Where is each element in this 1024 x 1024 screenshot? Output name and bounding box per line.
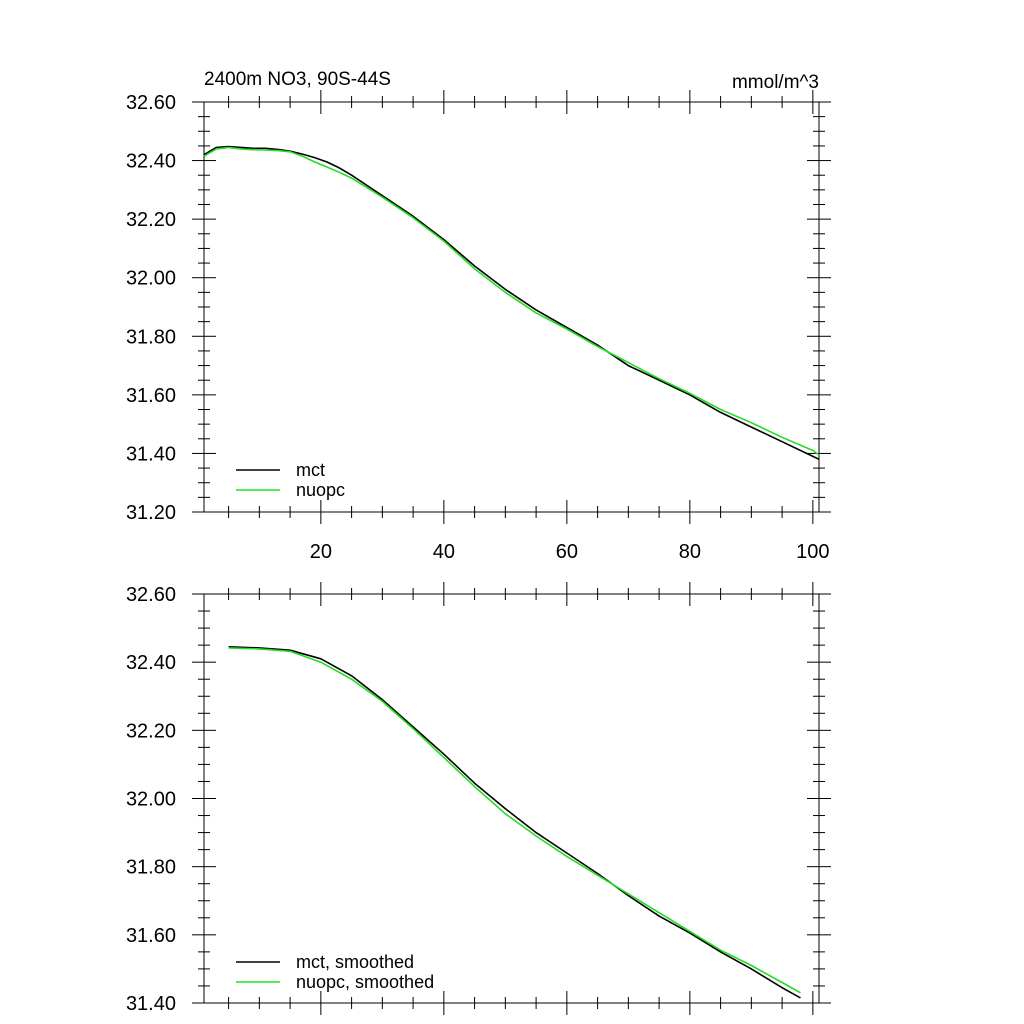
plot-frame xyxy=(203,593,820,1004)
y-tick-label: 32.20 xyxy=(126,209,176,231)
chart-panel-bottom: 31.40 31.60 31.80 32.00 32.20 32.40 32.60 mct, … xyxy=(126,582,831,1015)
y-tick-label: 32.00 xyxy=(126,789,176,811)
y-tick-label: 32.60 xyxy=(126,92,176,114)
x-tick-label: 40 xyxy=(433,541,455,563)
series-line xyxy=(203,145,820,461)
y-tick-label: 31.80 xyxy=(126,857,176,879)
y-tick-label: 32.60 xyxy=(126,584,176,606)
legend-label: mct, smoothed xyxy=(296,952,414,972)
x-tick-label: 100 xyxy=(796,541,829,563)
series-line xyxy=(228,647,801,994)
y-tick-label: 32.40 xyxy=(126,151,176,173)
y-tick-label: 31.80 xyxy=(126,326,176,348)
chart-title: 2400m NO3, 90S-44S xyxy=(204,69,391,90)
series-line xyxy=(228,646,801,999)
x-tick-label: 80 xyxy=(679,541,701,563)
series-line xyxy=(203,146,820,456)
y-tick-label: 32.40 xyxy=(126,652,176,674)
x-tick-label: 60 xyxy=(556,541,578,563)
y-tick-label: 31.40 xyxy=(126,443,176,465)
plot-frame xyxy=(203,101,820,513)
chart-panel-top: 20 40 60 80 100 31.20 31.40 31.60 31.80 32.00 32.2… xyxy=(126,90,831,563)
legend-label: nuopc xyxy=(296,480,345,500)
x-tick-label: 20 xyxy=(310,541,332,563)
y-tick-label: 32.00 xyxy=(126,268,176,290)
y-tick-label: 32.20 xyxy=(126,720,176,742)
legend-label: nuopc, smoothed xyxy=(296,972,434,992)
y-tick-label: 31.60 xyxy=(126,385,176,407)
y-tick-label: 31.20 xyxy=(126,502,176,524)
legend-label: mct xyxy=(296,460,325,480)
y-tick-label: 31.60 xyxy=(126,925,176,947)
y-tick-label: 31.40 xyxy=(126,993,176,1015)
units-label: mmol/m^3 xyxy=(732,72,819,93)
